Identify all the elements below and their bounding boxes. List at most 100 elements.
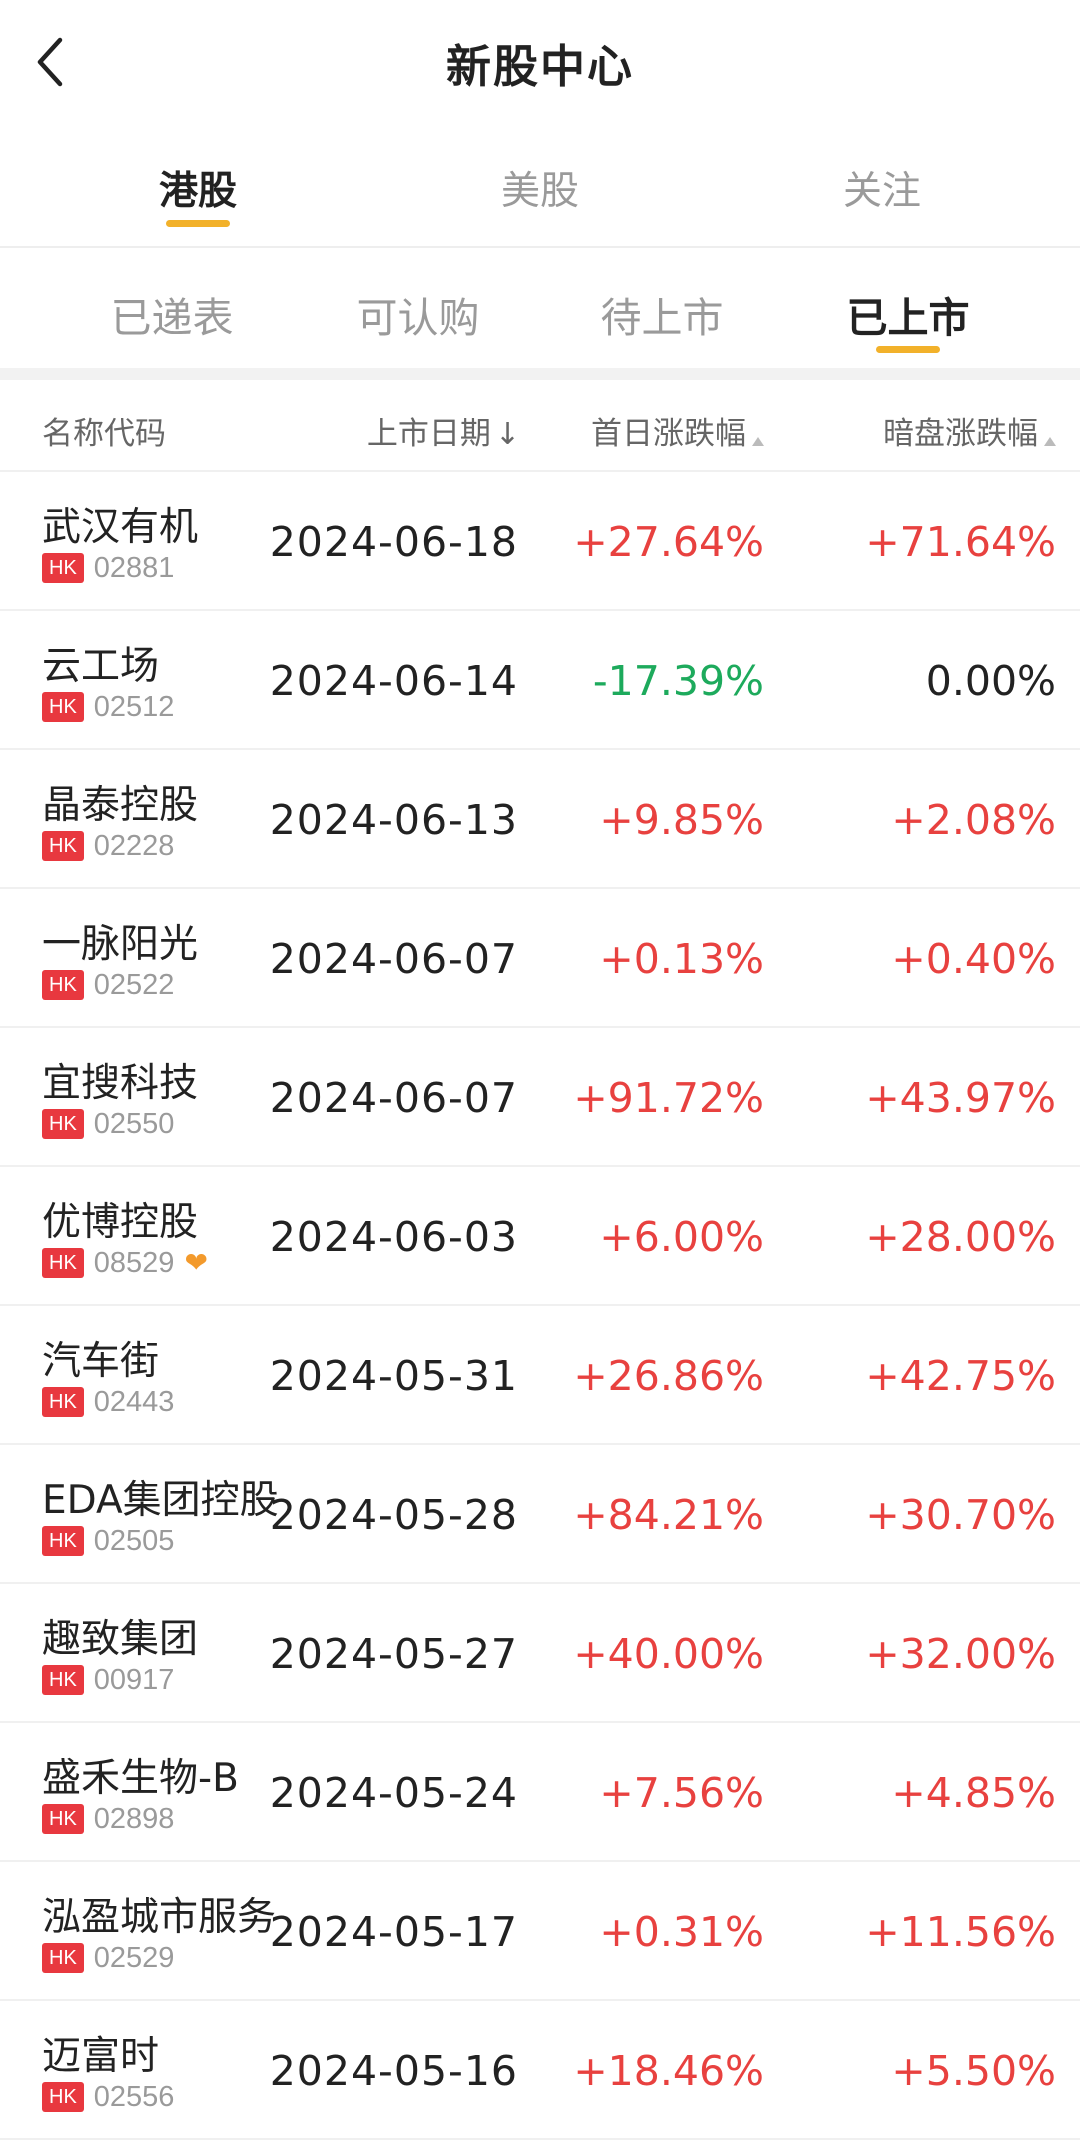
listing-date: 2024-05-27 bbox=[269, 1630, 518, 1678]
first-day-change: +6.00% bbox=[599, 1213, 764, 1261]
stock-code: 02522 bbox=[93, 968, 175, 1001]
listing-date: 2024-05-28 bbox=[269, 1491, 518, 1539]
dark-pool-change: +11.56% bbox=[865, 1908, 1056, 1956]
heart-icon: ❤ bbox=[184, 1246, 208, 1279]
table-row[interactable]: 武汉有机 HK 02881 2024-06-18 +27.64% +71.64% bbox=[0, 472, 1080, 611]
tab-filed[interactable]: 已递表 bbox=[62, 284, 282, 344]
stock-code: 02898 bbox=[93, 1802, 175, 1835]
tab-label: 关注 bbox=[842, 169, 921, 214]
market-badge: HK bbox=[42, 970, 84, 1000]
tab-label: 港股 bbox=[158, 169, 237, 214]
stock-code-line: HK 00917 bbox=[42, 1664, 174, 1696]
listing-date: 2024-05-16 bbox=[269, 2047, 518, 2095]
divider bbox=[0, 246, 1080, 248]
tab-watchlist[interactable]: 关注 bbox=[782, 160, 982, 216]
market-badge: HK bbox=[42, 553, 84, 583]
market-tabs: 港股 美股 关注 bbox=[0, 122, 1080, 246]
tab-subscribable[interactable]: 可认购 bbox=[308, 284, 528, 344]
stock-name: 一脉阳光 bbox=[42, 922, 199, 967]
tab-hk-stocks[interactable]: 港股 bbox=[98, 160, 298, 227]
dark-pool-change: +71.64% bbox=[865, 518, 1056, 566]
table-header: 名称代码 上市日期 ↓ 首日涨跌幅 暗盘涨跌幅 bbox=[0, 380, 1080, 472]
stock-name: 趣致集团 bbox=[42, 1617, 199, 1662]
tab-us-stocks[interactable]: 美股 bbox=[440, 160, 640, 216]
market-badge: HK bbox=[42, 1109, 84, 1139]
market-badge: HK bbox=[42, 2082, 84, 2112]
active-tab-indicator bbox=[166, 220, 230, 227]
stock-code: 00917 bbox=[93, 1663, 175, 1696]
listing-date: 2024-06-07 bbox=[269, 1074, 518, 1122]
market-badge: HK bbox=[42, 1943, 84, 1973]
stock-code: 02556 bbox=[93, 2080, 175, 2113]
stock-code: 08529 bbox=[93, 1246, 175, 1279]
market-badge: HK bbox=[42, 831, 84, 861]
tab-label: 待上市 bbox=[600, 294, 724, 342]
stock-code-line: HK 02556 bbox=[42, 2081, 174, 2113]
stock-code-line: HK 02881 bbox=[42, 552, 174, 584]
table-row[interactable]: 泓盈城市服务 HK 02529 2024-05-17 +0.31% +11.56% bbox=[0, 1862, 1080, 2001]
column-header-dark-pool[interactable]: 暗盘涨跌幅 bbox=[883, 408, 1056, 453]
stock-name: 泓盈城市服务 bbox=[42, 1895, 277, 1940]
table-row[interactable]: 迈富时 HK 02556 2024-05-16 +18.46% +5.50% bbox=[0, 2001, 1080, 2140]
market-badge: HK bbox=[42, 692, 84, 722]
table-row[interactable]: 晶泰控股 HK 02228 2024-06-13 +9.85% +2.08% bbox=[0, 750, 1080, 889]
stock-name: 优博控股 bbox=[42, 1200, 199, 1245]
app-header: 新股中心 bbox=[0, 0, 1080, 122]
tab-pending-listing[interactable]: 待上市 bbox=[552, 284, 772, 344]
dark-pool-change: 0.00% bbox=[925, 657, 1056, 705]
tab-label: 美股 bbox=[500, 169, 579, 214]
column-header-date[interactable]: 上市日期 ↓ bbox=[366, 416, 520, 452]
stock-code-line: HK 02512 bbox=[42, 691, 174, 723]
dark-pool-change: +30.70% bbox=[865, 1491, 1056, 1539]
stock-code-line: HK 02228 bbox=[42, 830, 174, 862]
column-header-first-day[interactable]: 首日涨跌幅 bbox=[591, 408, 764, 453]
market-badge: HK bbox=[42, 1526, 84, 1556]
status-tabs: 已递表 可认购 待上市 已上市 bbox=[0, 248, 1080, 368]
listing-date: 2024-05-17 bbox=[269, 1908, 518, 1956]
market-badge: HK bbox=[42, 1804, 84, 1834]
active-tab-indicator bbox=[876, 346, 940, 353]
dark-pool-change: +2.08% bbox=[891, 796, 1056, 844]
stock-code: 02443 bbox=[93, 1385, 175, 1418]
market-badge: HK bbox=[42, 1387, 84, 1417]
stock-code: 02512 bbox=[93, 690, 175, 723]
table-row[interactable]: 盛禾生物-B HK 02898 2024-05-24 +7.56% +4.85% bbox=[0, 1723, 1080, 1862]
table-row[interactable]: 趣致集团 HK 00917 2024-05-27 +40.00% +32.00% bbox=[0, 1584, 1080, 1723]
stock-code-line: HK 02505 bbox=[42, 1525, 174, 1557]
table-row[interactable]: 汽车街 HK 02443 2024-05-31 +26.86% +42.75% bbox=[0, 1306, 1080, 1445]
stock-code: 02550 bbox=[93, 1107, 175, 1140]
stock-name: 迈富时 bbox=[42, 2034, 160, 2079]
sort-icon bbox=[752, 437, 764, 446]
stock-code: 02505 bbox=[93, 1524, 175, 1557]
stock-code: 02881 bbox=[93, 551, 175, 584]
table-row[interactable]: EDA集团控股 HK 02505 2024-05-28 +84.21% +30.70% bbox=[0, 1445, 1080, 1584]
tab-label: 可认购 bbox=[356, 294, 480, 342]
first-day-change: +84.21% bbox=[573, 1491, 764, 1539]
dark-pool-change: +4.85% bbox=[891, 1769, 1056, 1817]
page-title: 新股中心 bbox=[445, 40, 634, 93]
first-day-change: +18.46% bbox=[573, 2047, 764, 2095]
stock-name: 汽车街 bbox=[42, 1339, 160, 1384]
table-row[interactable]: 优博控股 HK 08529 ❤ 2024-06-03 +6.00% +28.00% bbox=[0, 1167, 1080, 1306]
stock-name: 武汉有机 bbox=[42, 505, 199, 550]
column-header-name: 名称代码 bbox=[42, 416, 166, 452]
stock-name: 盛禾生物-B bbox=[42, 1756, 239, 1801]
table-row[interactable]: 云工场 HK 02512 2024-06-14 -17.39% 0.00% bbox=[0, 611, 1080, 750]
tab-listed[interactable]: 已上市 bbox=[798, 284, 1018, 353]
dark-pool-change: +42.75% bbox=[865, 1352, 1056, 1400]
dark-pool-change: +28.00% bbox=[865, 1213, 1056, 1261]
chevron-left-icon[interactable] bbox=[30, 32, 74, 92]
table-row[interactable]: 宜搜科技 HK 02550 2024-06-07 +91.72% +43.97% bbox=[0, 1028, 1080, 1167]
listing-date: 2024-06-18 bbox=[269, 518, 518, 566]
market-badge: HK bbox=[42, 1248, 84, 1278]
listing-date: 2024-06-14 bbox=[269, 657, 518, 705]
stock-code-line: HK 02443 bbox=[42, 1386, 174, 1418]
stock-name: EDA集团控股 bbox=[42, 1478, 279, 1523]
stock-code-line: HK 02898 bbox=[42, 1803, 174, 1835]
first-day-change: +0.13% bbox=[599, 935, 764, 983]
table-row[interactable]: 一脉阳光 HK 02522 2024-06-07 +0.13% +0.40% bbox=[0, 889, 1080, 1028]
tab-label: 已递表 bbox=[110, 294, 234, 342]
stock-name: 云工场 bbox=[42, 644, 160, 689]
stock-code-line: HK 08529 ❤ bbox=[42, 1247, 208, 1279]
first-day-change: +9.85% bbox=[599, 796, 764, 844]
